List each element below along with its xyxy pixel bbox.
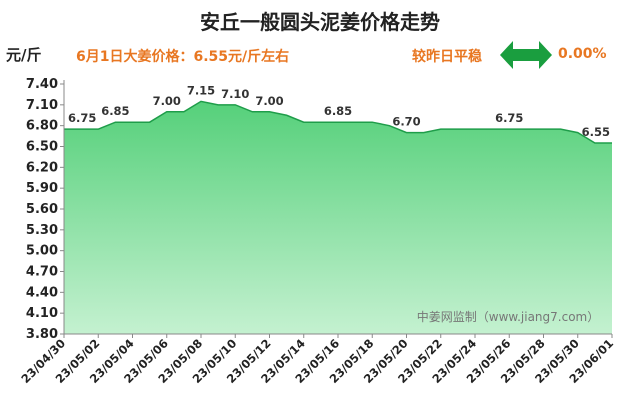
y-tick-label: 5.90 [26, 181, 58, 196]
data-label: 7.00 [153, 94, 181, 108]
y-tick-label: 6.80 [26, 119, 58, 134]
y-tick-label: 5.30 [26, 223, 58, 238]
y-tick-label: 6.20 [26, 160, 58, 175]
data-label: 6.75 [495, 111, 523, 125]
data-label: 6.85 [101, 104, 129, 118]
chart-title: 安丘一般圆头泥姜价格走势 [200, 10, 440, 34]
data-label: 7.15 [187, 83, 215, 97]
data-label: 7.00 [255, 94, 283, 108]
y-tick-label: 4.40 [26, 285, 58, 300]
compare-label: 较昨日平稳 [412, 49, 482, 65]
price-area [64, 101, 612, 334]
y-tick-label: 7.10 [26, 98, 58, 113]
y-tick-label: 6.50 [26, 140, 58, 155]
compare-value: 0.00% [558, 46, 607, 62]
price-headline: 6月1日大姜价格：6.55元/斤左右 [76, 49, 290, 65]
unit-label: 元/斤 [6, 46, 42, 64]
data-label: 6.70 [392, 115, 420, 129]
y-tick-label: 5.60 [26, 202, 58, 217]
y-tick-label: 5.00 [26, 244, 58, 259]
price-line [64, 100, 612, 144]
data-label: 6.55 [582, 125, 610, 139]
data-label: 6.85 [324, 104, 352, 118]
y-tick-label: 7.40 [26, 77, 58, 92]
data-label: 6.75 [68, 111, 96, 125]
y-tick-label: 3.80 [26, 327, 58, 342]
data-label: 7.10 [221, 87, 249, 101]
watermark: 中姜网监制（www.jiang7.com） [417, 309, 599, 324]
y-tick-label: 4.70 [26, 265, 58, 280]
double-arrow-icon [500, 41, 552, 69]
y-tick-label: 4.10 [26, 306, 58, 321]
